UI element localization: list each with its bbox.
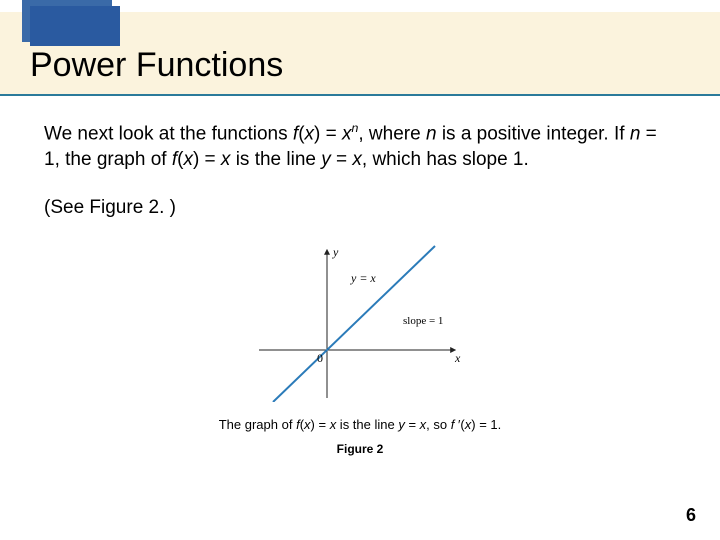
svg-text:y: y: [332, 245, 339, 259]
math-n: n: [426, 123, 437, 144]
figure-label: Figure 2: [44, 442, 676, 456]
figure-caption: The graph of f(x) = x is the line y = x,…: [44, 417, 676, 432]
math-x: x: [342, 123, 352, 144]
text: , so: [426, 417, 451, 432]
page-title: Power Functions: [30, 46, 291, 85]
text: =: [405, 417, 420, 432]
math-x: x: [352, 149, 362, 170]
text: is the line: [230, 149, 321, 170]
math-f: f: [451, 417, 458, 432]
math-x: x: [305, 123, 315, 144]
page-number: 6: [686, 505, 696, 526]
svg-text:0: 0: [317, 351, 323, 365]
math-x: x: [183, 149, 193, 170]
svg-text:y = x: y = x: [350, 271, 376, 285]
text: =: [331, 149, 353, 170]
text: , which has slope 1.: [362, 149, 529, 170]
header-block: [30, 6, 120, 48]
paragraph-2: (See Figure 2. ): [44, 195, 676, 221]
figure-graph: y x 0 y = x slope = 1: [255, 242, 465, 402]
figure-container: y x 0 y = x slope = 1 The graph of f(x) = x …: [44, 242, 676, 456]
text: ) =: [193, 149, 221, 170]
text: ) =: [311, 417, 330, 432]
math-x: x: [221, 149, 231, 170]
paragraph-1: We next look at the functions f(x) = xn,…: [44, 120, 676, 173]
text: We next look at the functions: [44, 123, 293, 144]
text: The graph of: [219, 417, 296, 432]
math-y: y: [321, 149, 331, 170]
text: ) =: [314, 123, 342, 144]
text: is a positive integer. If: [437, 123, 630, 144]
content-area: We next look at the functions f(x) = xn,…: [44, 120, 676, 456]
svg-text:slope = 1: slope = 1: [403, 315, 443, 327]
svg-text:x: x: [454, 351, 461, 365]
text: ) = 1.: [471, 417, 501, 432]
text: is the line: [336, 417, 398, 432]
text: , where: [358, 123, 426, 144]
text: ′(: [458, 417, 465, 432]
math-n: n: [630, 123, 641, 144]
